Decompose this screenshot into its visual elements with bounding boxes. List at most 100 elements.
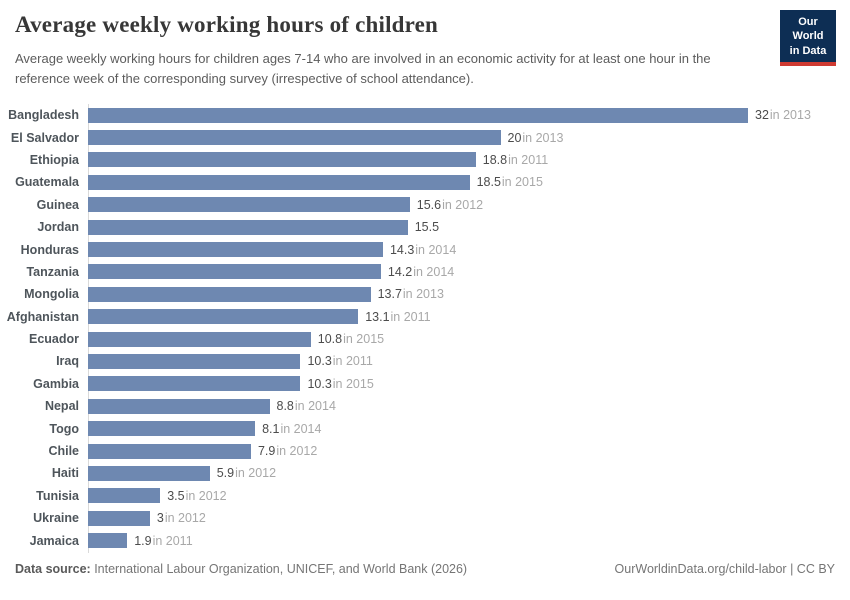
bar-value: 3.5 [167, 488, 185, 503]
bar-track: 15.6in 2012 [88, 197, 835, 213]
bar-year: in 2012 [442, 197, 484, 212]
country-label: Honduras [20, 242, 79, 257]
chart-header: Average weekly working hours of children… [15, 12, 835, 88]
bar[interactable] [88, 421, 256, 437]
bar[interactable] [88, 376, 301, 392]
bar-value-label: 10.3in 2015 [307, 377, 373, 391]
bar[interactable] [88, 197, 410, 213]
country-label: Jordan [37, 220, 79, 235]
bar[interactable] [88, 443, 251, 459]
bar-value: 8.8 [276, 399, 294, 414]
bar-year: in 2012 [164, 511, 206, 526]
bar-value-label: 3.5in 2012 [167, 489, 226, 503]
bar-value-label: 5.9in 2012 [217, 466, 276, 480]
bar-row: Afghanistan 13.1in 2011 [0, 306, 835, 328]
owid-logo: Our World in Data [780, 10, 836, 66]
bar-track: 18.5in 2015 [88, 174, 835, 190]
bar-value: 15.5 [414, 220, 440, 235]
country-label: Ecuador [28, 332, 79, 347]
bar-row: Iraq 10.3in 2011 [0, 350, 835, 372]
chart-footer: Data source: International Labour Organi… [15, 562, 835, 576]
bar-value: 1.9 [134, 533, 152, 548]
bar[interactable] [88, 264, 381, 280]
country-label: El Salvador [10, 130, 79, 145]
bar-row: Jordan 15.5 [0, 216, 835, 238]
bar-row: Guatemala 18.5in 2015 [0, 171, 835, 193]
country-label: Haiti [51, 466, 79, 481]
bar[interactable] [88, 331, 311, 347]
country-label: Nepal [44, 399, 79, 414]
country-label: Chile [48, 444, 79, 459]
bar-row: El Salvador 20in 2013 [0, 126, 835, 148]
bar-row: Togo 8.1in 2014 [0, 417, 835, 439]
country-label: Iraq [56, 354, 79, 369]
bar-year: in 2012 [276, 444, 318, 459]
bar[interactable] [88, 286, 371, 302]
bar-row: Ethiopia 18.8in 2011 [0, 149, 835, 171]
bar[interactable] [88, 488, 161, 504]
chart-subtitle: Average weekly working hours for childre… [15, 51, 711, 86]
bar-value-label: 10.3in 2011 [307, 354, 372, 368]
bar[interactable] [88, 353, 301, 369]
bar-year: in 2013 [769, 108, 811, 123]
bar[interactable] [88, 309, 359, 325]
data-source-label: Data source: [15, 562, 91, 576]
bar-rows: Bangladesh 32in 2013 El Salvador 20in 2013 E… [0, 104, 835, 552]
bar-value: 7.9 [257, 444, 276, 459]
bar-year: in 2014 [415, 242, 457, 257]
bar-value-label: 8.1in 2014 [262, 422, 321, 436]
bar-row: Jamaica 1.9in 2011 [0, 529, 835, 551]
page-title: Average weekly working hours of children [15, 12, 439, 37]
bar-track: 13.7in 2013 [88, 286, 835, 302]
bar[interactable] [88, 398, 270, 414]
bar-year: in 2012 [185, 488, 227, 503]
bar-track: 14.3in 2014 [88, 242, 835, 258]
bar[interactable] [88, 465, 210, 481]
bar-value-label: 7.9in 2012 [258, 444, 317, 458]
bar[interactable] [88, 533, 128, 549]
bar-value-label: 20in 2013 [508, 131, 564, 145]
bar[interactable] [88, 510, 150, 526]
bar-track: 8.8in 2014 [88, 398, 835, 414]
bar-year: in 2011 [508, 152, 549, 167]
bar-value-label: 15.5 [415, 220, 439, 234]
bar-value: 13.1 [365, 309, 390, 324]
bar-track: 3.5in 2012 [88, 488, 835, 504]
bar-value: 13.7 [377, 287, 402, 302]
bar[interactable] [88, 130, 501, 146]
license-link[interactable]: OurWorldinData.org/child-labor | CC BY [614, 562, 835, 576]
bar-row: Bangladesh 32in 2013 [0, 104, 835, 126]
y-axis-line [88, 104, 89, 553]
country-label: Tanzania [26, 264, 79, 279]
bar-track: 15.5 [88, 219, 835, 235]
bar-value-label: 14.3in 2014 [390, 243, 456, 257]
bar-track: 5.9in 2012 [88, 465, 835, 481]
country-label: Guinea [36, 197, 79, 212]
bar[interactable] [88, 219, 408, 235]
bar-value-label: 32in 2013 [755, 108, 811, 122]
bar[interactable] [88, 242, 383, 258]
bar-value-label: 10.8in 2015 [318, 332, 384, 346]
bar-value-label: 1.9in 2011 [134, 534, 192, 548]
bar-row: Mongolia 13.7in 2013 [0, 283, 835, 305]
bar-value: 3 [156, 511, 164, 526]
bar-year: in 2013 [402, 287, 444, 302]
bar-value: 32 [755, 108, 769, 123]
bar-row: Chile 7.9in 2012 [0, 440, 835, 462]
bar-value-label: 15.6in 2012 [417, 198, 483, 212]
country-label: Togo [49, 421, 79, 436]
bar-row: Tunisia 3.5in 2012 [0, 485, 835, 507]
country-label: Jamaica [29, 533, 79, 548]
bar[interactable] [88, 174, 470, 190]
bar-year: in 2015 [501, 175, 543, 190]
bar-value-label: 18.5in 2015 [477, 175, 543, 189]
bar-value: 10.8 [317, 332, 343, 347]
bar[interactable] [88, 152, 476, 168]
bar-chart: Bangladesh 32in 2013 El Salvador 20in 2013 E… [0, 104, 835, 553]
country-label: Ukraine [33, 511, 79, 526]
bar[interactable] [88, 107, 748, 123]
bar-track: 1.9in 2011 [88, 533, 835, 549]
bar-row: Nepal 8.8in 2014 [0, 395, 835, 417]
bar-year: in 2012 [235, 466, 277, 481]
bar-track: 10.3in 2011 [88, 353, 835, 369]
